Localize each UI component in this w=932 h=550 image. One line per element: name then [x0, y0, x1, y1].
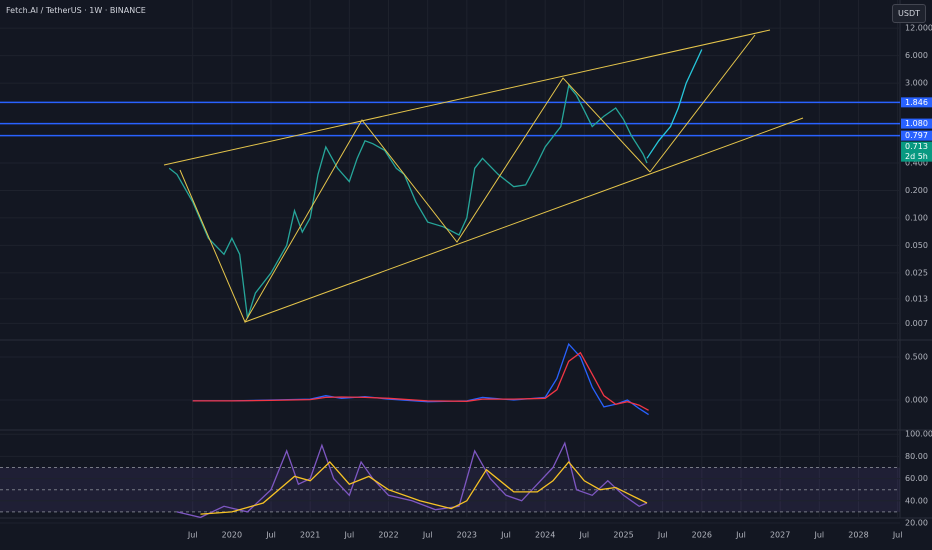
x-tick-label: 2024: [535, 531, 555, 540]
x-tick-label: Jul: [657, 531, 668, 540]
y-tick-label: 12.000: [905, 24, 932, 33]
y-tick-label: 100.00: [905, 430, 932, 439]
countdown-label: 2d 5h: [905, 152, 928, 161]
currency-button[interactable]: USDT: [892, 4, 926, 23]
y-tick-label: 40.00: [905, 496, 928, 505]
y-tick-label: 0.000: [905, 396, 928, 405]
x-tick-label: 2021: [300, 531, 320, 540]
level-label: 1.846: [905, 98, 928, 107]
series-line: [176, 441, 648, 519]
drawings: [163, 29, 804, 324]
y-tick-label: 3.000: [905, 79, 928, 88]
series-line: [200, 460, 648, 515]
y-tick-label: 0.200: [905, 186, 928, 195]
x-tick-label: Jul: [735, 531, 746, 540]
y-tick-label: 0.050: [905, 241, 928, 250]
y-tick-label: 0.500: [905, 353, 928, 362]
x-tick-label: 2020: [222, 531, 242, 540]
y-tick-label: 80.00: [905, 452, 928, 461]
x-tick-label: Jul: [813, 531, 824, 540]
x-tick-label: 2022: [378, 531, 398, 540]
series-line: [646, 49, 703, 159]
y-tick-label: 6.000: [905, 51, 928, 60]
x-tick-label: 2023: [457, 531, 477, 540]
level-label: 0.797: [905, 131, 928, 140]
last-price-label: 0.713: [905, 142, 928, 151]
inner-line: [649, 34, 756, 173]
y-tick-label: 20.00: [905, 518, 928, 527]
channel-bottom: [244, 117, 804, 323]
zigzag: [179, 77, 651, 324]
x-tick-label: Jul: [579, 531, 590, 540]
y-tick-label: 0.100: [905, 213, 928, 222]
level-tag: [901, 118, 932, 129]
x-tick-label: Jul: [892, 531, 903, 540]
last-price-tag: [901, 141, 932, 162]
x-tick-label: Jul: [265, 531, 276, 540]
x-tick-label: Jul: [187, 531, 198, 540]
level-tag: [901, 130, 932, 141]
y-tick-label: 0.007: [905, 319, 928, 328]
x-tick-label: Jul: [422, 531, 433, 540]
x-tick-label: 2028: [848, 531, 868, 540]
level-tag: [901, 97, 932, 108]
x-tick-label: 2025: [613, 531, 633, 540]
y-tick-label: 0.025: [905, 268, 928, 277]
level-label: 1.080: [905, 119, 928, 128]
channel-top: [163, 29, 771, 166]
y-tick-label: 60.00: [905, 474, 928, 483]
y-tick-label: 0.013: [905, 294, 928, 303]
x-tick-label: 2026: [692, 531, 712, 540]
y-tick-label: 0.400: [905, 158, 928, 167]
symbol-header: Fetch.AI / TetherUS · 1W · BINANCE: [6, 6, 146, 15]
x-tick-label: 2027: [770, 531, 790, 540]
series-line: [192, 351, 649, 411]
x-tick-label: Jul: [344, 531, 355, 540]
x-tick-label: Jul: [500, 531, 511, 540]
